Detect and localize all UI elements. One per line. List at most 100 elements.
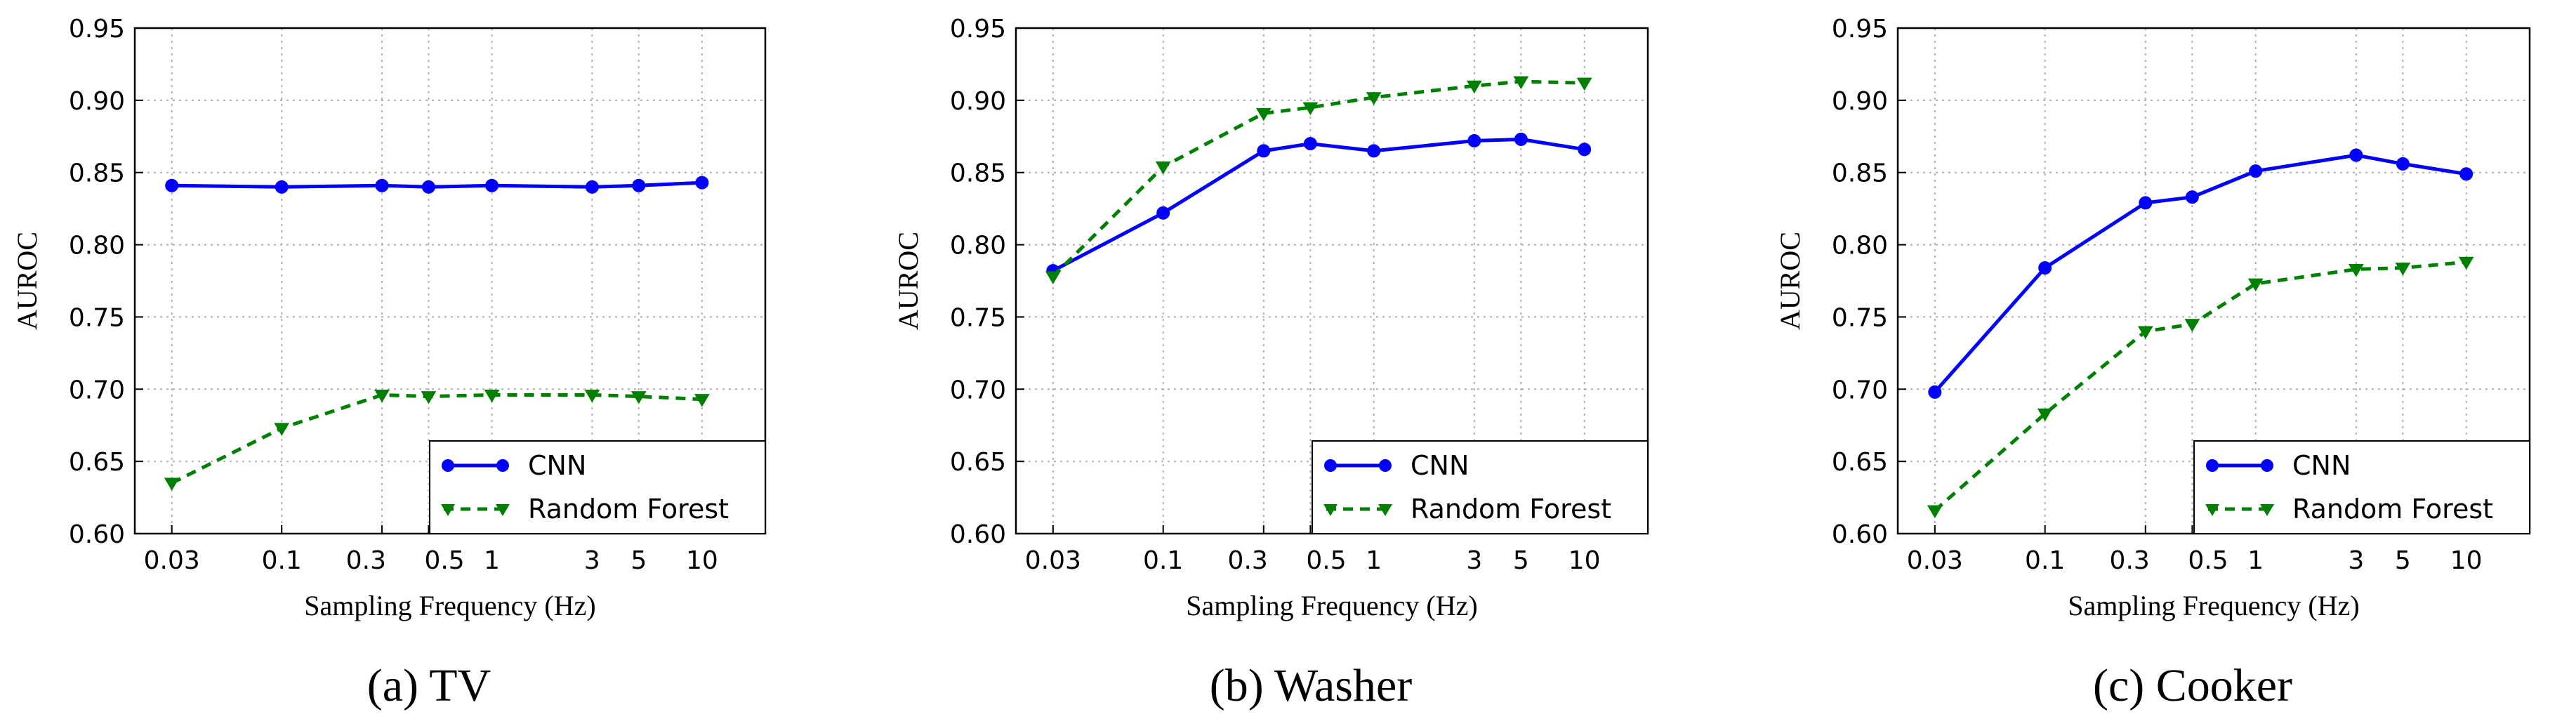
x-axis-label: Sampling Frequency (Hz) [1186,590,1477,621]
y-tick-label: 0.75 [69,303,125,332]
panel-caption: (c) Cooker [2093,660,2292,711]
data-point-cnn [2396,157,2410,171]
data-point-cnn [1303,137,1317,151]
data-point-cnn [1367,144,1381,158]
y-tick-label: 0.95 [1832,15,1888,44]
legend-label: CNN [528,450,586,481]
legend-marker [496,459,509,472]
legend-label: CNN [1411,450,1469,481]
data-point-random-forest [630,391,647,404]
legend-marker [496,504,510,516]
legend: CNN Random Forest [1312,440,1649,534]
panel-caption: (b) Washer [1210,660,1413,711]
y-tick-label: 0.80 [1832,232,1888,260]
x-tick-label: 0.1 [2025,546,2065,575]
data-point-random-forest [2348,264,2364,277]
x-tick-label: 1 [484,546,500,575]
x-tick-label: 0.3 [1228,546,1268,575]
x-tick-label: 0.1 [1143,546,1183,575]
y-axis-label: AUROC [11,232,43,330]
y-tick-label: 0.90 [69,87,125,116]
legend-marker [442,459,454,472]
legend-marker [1379,459,1392,472]
chart-panel-1: 0.60 0.65 0.70 0.75 0.80 0.85 0.90 0.95 0.03 0.1 0… [11,15,767,711]
y-tick-label: 0.90 [1832,87,1888,116]
data-point-cnn [632,178,646,192]
x-tick-label: 3 [584,546,600,575]
data-point-cnn [695,176,709,190]
data-point-cnn [2459,167,2473,181]
chart-panel-3: 0.60 0.65 0.70 0.75 0.80 0.85 0.90 0.95 0.03 0.1 0… [1774,15,2531,711]
data-point-cnn [485,178,499,192]
legend-marker [441,504,455,516]
series-line-cnn [1052,137,1585,272]
x-tick-label: 0.3 [346,546,386,575]
x-tick-label: 10 [1568,546,1601,575]
panel-caption: (a) TV [367,660,491,711]
data-point-random-forest [374,390,390,403]
legend-label: Random Forest [2292,494,2493,524]
legend-box [429,440,766,534]
data-point-random-forest [484,390,500,403]
legend-box [2193,440,2530,534]
data-point-random-forest [421,391,437,404]
data-point-cnn [375,178,389,192]
y-tick-label: 0.60 [1832,520,1888,549]
y-tick-label: 0.85 [950,159,1006,188]
y-axis-label: AUROC [892,232,924,330]
x-tick-label: 0.5 [1306,546,1346,575]
x-axis-label: Sampling Frequency (Hz) [304,590,595,621]
data-point-random-forest [2137,326,2153,339]
y-tick-label: 0.75 [1832,303,1888,332]
legend-marker [2261,459,2273,472]
legend: CNN Random Forest [429,440,766,534]
legend-marker [1324,459,1337,472]
y-tick-label: 0.80 [69,232,125,260]
series-line-cnn [171,180,703,189]
x-tick-label: 5 [630,546,647,575]
data-point-random-forest [274,423,290,436]
data-point-random-forest [1576,77,1592,91]
x-tick-label: 0.3 [2110,546,2150,575]
data-point-cnn [421,180,435,194]
data-point-random-forest [1466,80,1482,94]
data-point-cnn [1257,144,1271,158]
data-point-cnn [2139,196,2153,210]
data-point-cnn [2038,260,2052,275]
x-tick-label: 5 [2395,546,2411,575]
legend-marker [2206,459,2219,472]
y-tick-label: 0.70 [1832,376,1888,404]
y-tick-label: 0.95 [950,15,1006,44]
legend-marker [1323,504,1337,516]
x-axis-label: Sampling Frequency (Hz) [2068,590,2359,621]
data-point-random-forest [2037,408,2053,422]
x-tick-label: 10 [686,546,718,575]
data-point-random-forest [2458,256,2474,270]
x-tick-label: 0.03 [1025,546,1081,575]
x-tick-label: 0.03 [144,546,200,575]
series-line-cnn [1933,153,2467,394]
data-point-cnn [2185,190,2199,204]
y-tick-label: 0.90 [950,87,1006,116]
data-point-random-forest [164,477,180,491]
y-tick-label: 0.70 [950,376,1006,404]
data-point-random-forest [1155,161,1171,175]
y-tick-label: 0.70 [69,376,125,404]
data-point-random-forest [584,390,600,403]
legend-box [1312,440,1649,534]
data-point-random-forest [1366,92,1382,105]
data-point-cnn [2349,148,2363,162]
legend-label: CNN [2292,450,2351,481]
chart-panel-2: 0.60 0.65 0.70 0.75 0.80 0.85 0.90 0.95 0.03 0.1 0… [892,15,1649,711]
data-point-cnn [1928,385,1942,399]
x-tick-label: 0.5 [424,546,464,575]
data-point-random-forest [2395,262,2411,276]
series-line-random-forest [1052,79,1585,278]
legend-marker [2260,504,2274,516]
x-tick-label: 3 [1466,546,1482,575]
legend-label: Random Forest [528,494,729,524]
y-tick-label: 0.65 [950,448,1006,477]
x-tick-label: 5 [1513,546,1529,575]
y-tick-label: 0.95 [69,15,125,44]
